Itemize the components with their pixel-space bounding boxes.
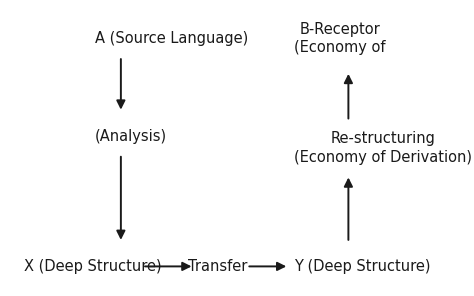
Text: B-Receptor
(Economy of: B-Receptor (Economy of [294,22,385,55]
Text: (Analysis): (Analysis) [95,129,167,144]
Text: Y (Deep Structure): Y (Deep Structure) [294,259,430,274]
Text: Re-structuring
(Economy of Derivation): Re-structuring (Economy of Derivation) [294,131,472,165]
Text: X (Deep Structure): X (Deep Structure) [24,259,161,274]
Text: A (Source Language): A (Source Language) [95,31,248,46]
Text: Transfer: Transfer [188,259,248,274]
